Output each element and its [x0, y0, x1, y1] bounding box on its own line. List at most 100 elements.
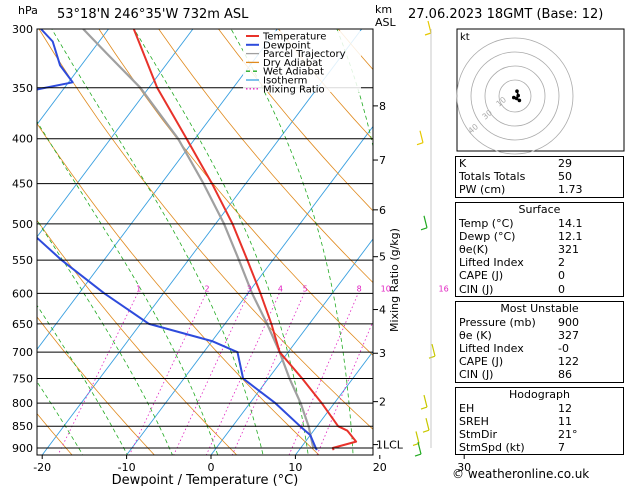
wind-barb: [420, 215, 428, 231]
wet-adiabat-line: [37, 381, 84, 455]
surface-row: CAPE (J) 0: [459, 269, 565, 283]
surface-title: Surface: [518, 202, 561, 216]
x-tick-label: 10: [288, 461, 302, 474]
most-unstable-title: Most Unstable: [500, 301, 579, 315]
surface-section: Surface Temp (°C) 14.1 Dewp (°C) 12.1 θe(K…: [455, 201, 624, 297]
hodograph-ring: [456, 37, 574, 155]
wet-adiabat-line: [51, 29, 264, 455]
isotherm-line: [41, 29, 363, 455]
hodograph-ring: [484, 65, 546, 127]
mixing-ratio-label: 8: [357, 284, 362, 293]
dry-adiabat-line: [37, 219, 238, 455]
wet-adiabat-line: [37, 451, 40, 455]
mixing-ratio-label: 1: [136, 284, 141, 293]
hodo-row: SREH 11: [459, 414, 572, 428]
most-unstable-section: Most Unstable Pressure (mb) 900 θe (K) 327…: [455, 300, 624, 383]
mixing-ratio-line: [316, 320, 373, 455]
pressure-tick-label: 800: [12, 397, 33, 410]
wind-barb: [416, 130, 424, 146]
hodograph-ring: [498, 79, 532, 113]
temperature-line: [132, 29, 358, 451]
pressure-tick-label: 450: [12, 178, 33, 191]
mu-row: Pressure (mb) 900: [459, 315, 579, 329]
legend-label: Wet Adiabat: [263, 67, 324, 78]
x-tick-label: -20: [33, 461, 51, 474]
legend-label: Temperature: [262, 32, 326, 43]
parcel-trajectory-line: [82, 29, 315, 449]
legend-label: Parcel Trajectory: [263, 49, 346, 60]
pressure-tick-label: 900: [12, 442, 33, 455]
height-tick-label: 1LCL: [376, 439, 404, 452]
plot-frame: [36, 28, 374, 456]
pressure-tick-label: 500: [12, 218, 33, 231]
surface-row: CIN (J) 0: [459, 282, 565, 296]
isotherm-line: [0, 0, 140, 486]
hodo-row: StmDir 21°: [459, 428, 578, 441]
pressure-tick-label: 550: [12, 254, 33, 267]
dry-adiabat-line: [218, 29, 373, 212]
pressure-tick-label: 850: [12, 420, 33, 433]
pressure-unit: hPa: [18, 4, 38, 17]
mixing-ratio-line: [231, 293, 305, 455]
hodograph-point: [515, 89, 519, 93]
mixing-ratio-axis-title: Mixing Ratio (g/kg): [388, 228, 401, 332]
pressure-tick-label: 750: [12, 372, 33, 385]
height-tick-label: 2: [379, 396, 386, 409]
surface-row: Dewp (°C) 12.1: [459, 229, 583, 243]
x-tick-label: 0: [208, 461, 215, 474]
hodo-row: EH 12: [459, 401, 572, 415]
mixing-ratio-line: [173, 293, 249, 455]
indices-row-k: K 29: [459, 157, 572, 170]
wind-barb: [420, 394, 428, 410]
dry-adiabat-line: [38, 29, 373, 430]
surface-row: Temp (°C) 14.1: [459, 216, 583, 230]
wind-barb: [428, 344, 436, 359]
indices-row-pw: PW (cm) 1.73: [459, 183, 583, 197]
isotherm-line: [126, 125, 373, 455]
legend-label: Dewpoint: [263, 40, 311, 51]
hodograph-unit-label: kt: [460, 32, 470, 43]
x-tick-label: 20: [373, 461, 387, 474]
wind-barb: [424, 20, 432, 36]
pressure-tick-label: 650: [12, 318, 33, 331]
height-tick-label: 7: [379, 154, 386, 167]
height-tick-label: 3: [379, 347, 386, 360]
wet-adiabat-line: [0, 0, 17, 486]
dry-adiabat-line: [158, 29, 373, 284]
isotherm-line: [294, 350, 373, 455]
pressure-tick-label: 400: [12, 133, 33, 146]
legend-box: [243, 31, 361, 92]
pressure-tick-label: 700: [12, 346, 33, 359]
isotherm-line: [0, 0, 56, 486]
dry-adiabat-line: [0, 0, 17, 486]
height-unit-km: km: [375, 3, 393, 16]
mu-row: θe (K) 327: [459, 328, 579, 342]
dry-adiabat-line: [37, 122, 320, 455]
pressure-tick-label: 300: [12, 23, 33, 36]
hodograph-title: Hodograph: [509, 387, 570, 401]
mixing-ratio-label: 2: [204, 284, 209, 293]
dry-adiabat-line: [37, 316, 155, 455]
mixing-ratio-line: [288, 293, 359, 455]
x-tick-label: 30: [457, 461, 471, 474]
hodograph-point: [514, 96, 519, 101]
isotherm-line: [210, 238, 373, 455]
mixing-ratio-label: 4: [278, 284, 283, 293]
x-tick-label: -10: [118, 461, 136, 474]
datetime-title: 27.06.2023 18GMT (Base: 12): [408, 7, 604, 22]
mixing-ratio-label: 10: [381, 284, 391, 293]
hodo-row: StmSpd (kt) 7: [459, 441, 565, 455]
height-tick-label: 5: [379, 251, 386, 264]
height-tick-label: 4: [379, 304, 386, 317]
hodograph-point: [512, 95, 516, 100]
hodograph-ring: [470, 51, 560, 141]
wet-adiabat-line: [133, 29, 309, 455]
wind-barb: [414, 441, 422, 457]
mu-row: CIN (J) 86: [459, 368, 572, 382]
dewpoint-line: [37, 29, 318, 451]
height-tick-label: 8: [379, 100, 386, 113]
hodograph-box: [456, 28, 625, 152]
dry-adiabat-line: [277, 29, 373, 141]
surface-row: θe(K) 321: [459, 242, 579, 256]
